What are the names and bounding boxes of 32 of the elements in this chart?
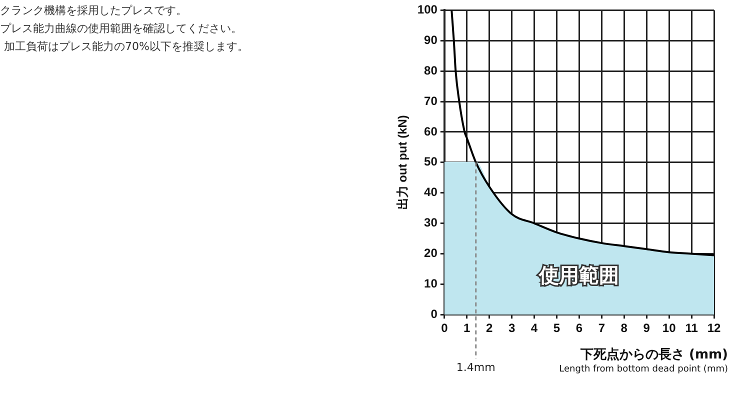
x-tick-label: 10 xyxy=(662,321,676,336)
text: 加工負荷はプレス能力の70%以下を推奨します。 xyxy=(3,39,248,55)
x-tick-label: 11 xyxy=(685,321,698,336)
y-tick-label: 100 xyxy=(417,2,438,17)
x-tick-label: 2 xyxy=(486,321,494,336)
y-axis-title: 出力 out put (kN) xyxy=(396,115,410,210)
x-tick-label: 0 xyxy=(441,321,448,336)
x-tick-label: 4 xyxy=(530,321,538,336)
y-tick-label: 20 xyxy=(424,246,438,260)
y-tick-label: 80 xyxy=(424,63,438,78)
text: プレス能力曲線の使用範囲を確認してください。 xyxy=(0,21,243,37)
x-axis-title: 下死点からの長さ (mm) Length from bottom dead point (mm) xyxy=(559,346,728,374)
y-tick-label: 10 xyxy=(424,276,438,290)
y-tick-label: 90 xyxy=(424,32,438,47)
x-tick-label: 1 xyxy=(464,321,471,336)
ref-line-label: 1.4mm xyxy=(456,360,496,374)
text: クランク機構を採用したプレスです。 xyxy=(0,3,188,19)
x-tick-label: 5 xyxy=(553,321,560,336)
y-tick-label: 70 xyxy=(424,94,438,108)
y-tick-label: 0 xyxy=(430,306,438,321)
x-tick-label: 12 xyxy=(707,321,721,336)
x-tick-label: 8 xyxy=(620,321,628,336)
series-label: 使用範囲 xyxy=(538,262,620,287)
y-tick-label: 40 xyxy=(424,185,438,200)
x-tick-label: 9 xyxy=(643,321,650,336)
y-tick-label: 60 xyxy=(424,124,438,138)
y-tick-label: 30 xyxy=(424,216,438,230)
y-tick-label: 50 xyxy=(424,154,438,169)
line-series xyxy=(450,10,714,256)
x-tick-label: 6 xyxy=(576,321,583,336)
x-tick-label: 7 xyxy=(598,321,606,336)
x-tick-label: 3 xyxy=(508,321,516,336)
